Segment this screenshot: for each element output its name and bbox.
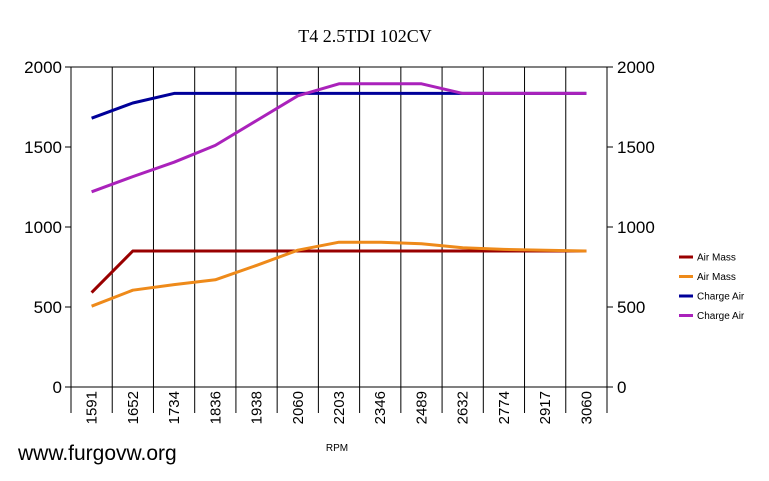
- x-tick-label: 1652: [125, 391, 142, 424]
- x-tick-label: 2632: [455, 391, 472, 424]
- left-y-axis-ticks: 0 500 1000 1500 2000: [24, 58, 62, 397]
- series-line-4: [91, 82, 587, 194]
- watermark-text: www.furgovw.org: [17, 442, 177, 465]
- legend-label: Charge Air: [697, 311, 745, 322]
- x-tick-label: 3060: [578, 391, 595, 424]
- axes: [65, 66, 613, 413]
- y-tick-label-left: 1000: [24, 218, 62, 237]
- series-lines: [90, 82, 587, 308]
- x-tick-label: 1734: [166, 391, 183, 424]
- legend-label: Air Mass: [697, 272, 736, 283]
- x-axis-ticks: 1591 1652 1734 1836 1938 2060 2203 2346 2489 2632…: [84, 391, 596, 424]
- legend: Air Mass Air Mass Charge Air Charge Air: [679, 253, 745, 322]
- x-tick-label: 1591: [84, 391, 101, 424]
- chart-title: T4 2.5TDI 102CV: [298, 26, 432, 46]
- y-tick-label-right: 500: [617, 298, 645, 317]
- series-line-3: [91, 91, 587, 120]
- vertical-grid: [111, 67, 567, 387]
- y-tick-label-left: 0: [53, 378, 62, 397]
- x-tick-label: 2917: [537, 391, 554, 424]
- y-tick-label-left: 1500: [24, 138, 62, 157]
- x-tick-label: 2774: [496, 391, 513, 424]
- plot-area-border: [70, 66, 608, 388]
- x-tick-label: 2060: [290, 391, 307, 424]
- legend-label: Air Mass: [697, 253, 736, 264]
- y-tick-label-right: 1500: [617, 138, 655, 157]
- right-y-axis-ticks: 0 500 1000 1500 2000: [617, 58, 655, 397]
- y-tick-label-left: 2000: [24, 58, 62, 77]
- legend-label: Charge Air: [697, 292, 745, 303]
- series-line-1: [90, 249, 587, 294]
- y-tick-label-right: 0: [617, 378, 626, 397]
- x-tick-label: 1836: [207, 391, 224, 424]
- series-line-2: [91, 240, 587, 308]
- x-tick-label: 2203: [331, 391, 348, 424]
- y-tick-label-right: 2000: [617, 58, 655, 77]
- x-axis-label: RPM: [326, 443, 348, 454]
- x-tick-label: 1938: [249, 391, 266, 424]
- x-tick-label: 2489: [413, 391, 430, 424]
- y-tick-label-left: 500: [34, 298, 62, 317]
- x-tick-label: 2346: [372, 391, 389, 424]
- y-tick-label-right: 1000: [617, 218, 655, 237]
